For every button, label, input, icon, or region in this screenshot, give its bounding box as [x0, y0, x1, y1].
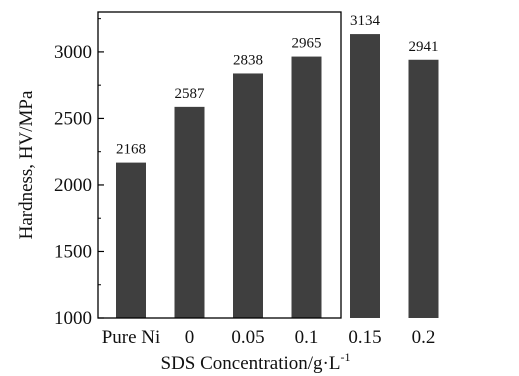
y-tick-label: 3000: [54, 42, 92, 63]
bar-value-label: 2965: [292, 36, 322, 52]
bar: [408, 59, 439, 319]
x-tick-label: 0.2: [412, 327, 436, 348]
bars: [116, 34, 439, 319]
x-axis-title-superscript: -1: [340, 350, 350, 364]
x-axis-tick-labels: Pure Ni 0 0.05 0.1 0.15 0.2: [102, 327, 436, 348]
bar: [350, 34, 380, 319]
bar-value-label: 2587: [175, 86, 206, 102]
bar-value-label: 2168: [116, 142, 146, 158]
x-tick-label: 0.05: [231, 327, 264, 348]
x-tick-label: Pure Ni: [102, 327, 161, 348]
y-axis-title: Hardness, HV/MPa: [16, 90, 37, 239]
x-axis-title: SDS Concentration/g·L-1: [161, 350, 351, 374]
bar: [233, 73, 263, 318]
x-axis-title-text: SDS Concentration/g·L: [161, 353, 341, 374]
y-tick-label: 2500: [54, 108, 92, 129]
y-tick-label: 1500: [54, 241, 92, 262]
plot-area-frame: [97, 11, 342, 319]
bar-value-label: 3134: [350, 13, 381, 29]
bar: [174, 106, 205, 318]
x-tick-label: 0: [185, 327, 195, 348]
bar: [116, 162, 146, 318]
y-axis-tick-labels: 1000 1500 2000 2500 3000: [54, 42, 92, 329]
bar-value-label: 2838: [233, 52, 263, 68]
y-tick-label: 1000: [54, 308, 92, 329]
bar-value-label: 2941: [409, 39, 439, 55]
bar: [291, 56, 322, 318]
x-tick-label: 0.1: [295, 327, 319, 348]
x-tick-label: 0.15: [348, 327, 381, 348]
bar-value-labels: 2168 2587 2838 2965 3134 2941: [116, 13, 439, 158]
y-axis-ticks: [98, 18, 104, 319]
y-tick-label: 2000: [54, 175, 92, 196]
